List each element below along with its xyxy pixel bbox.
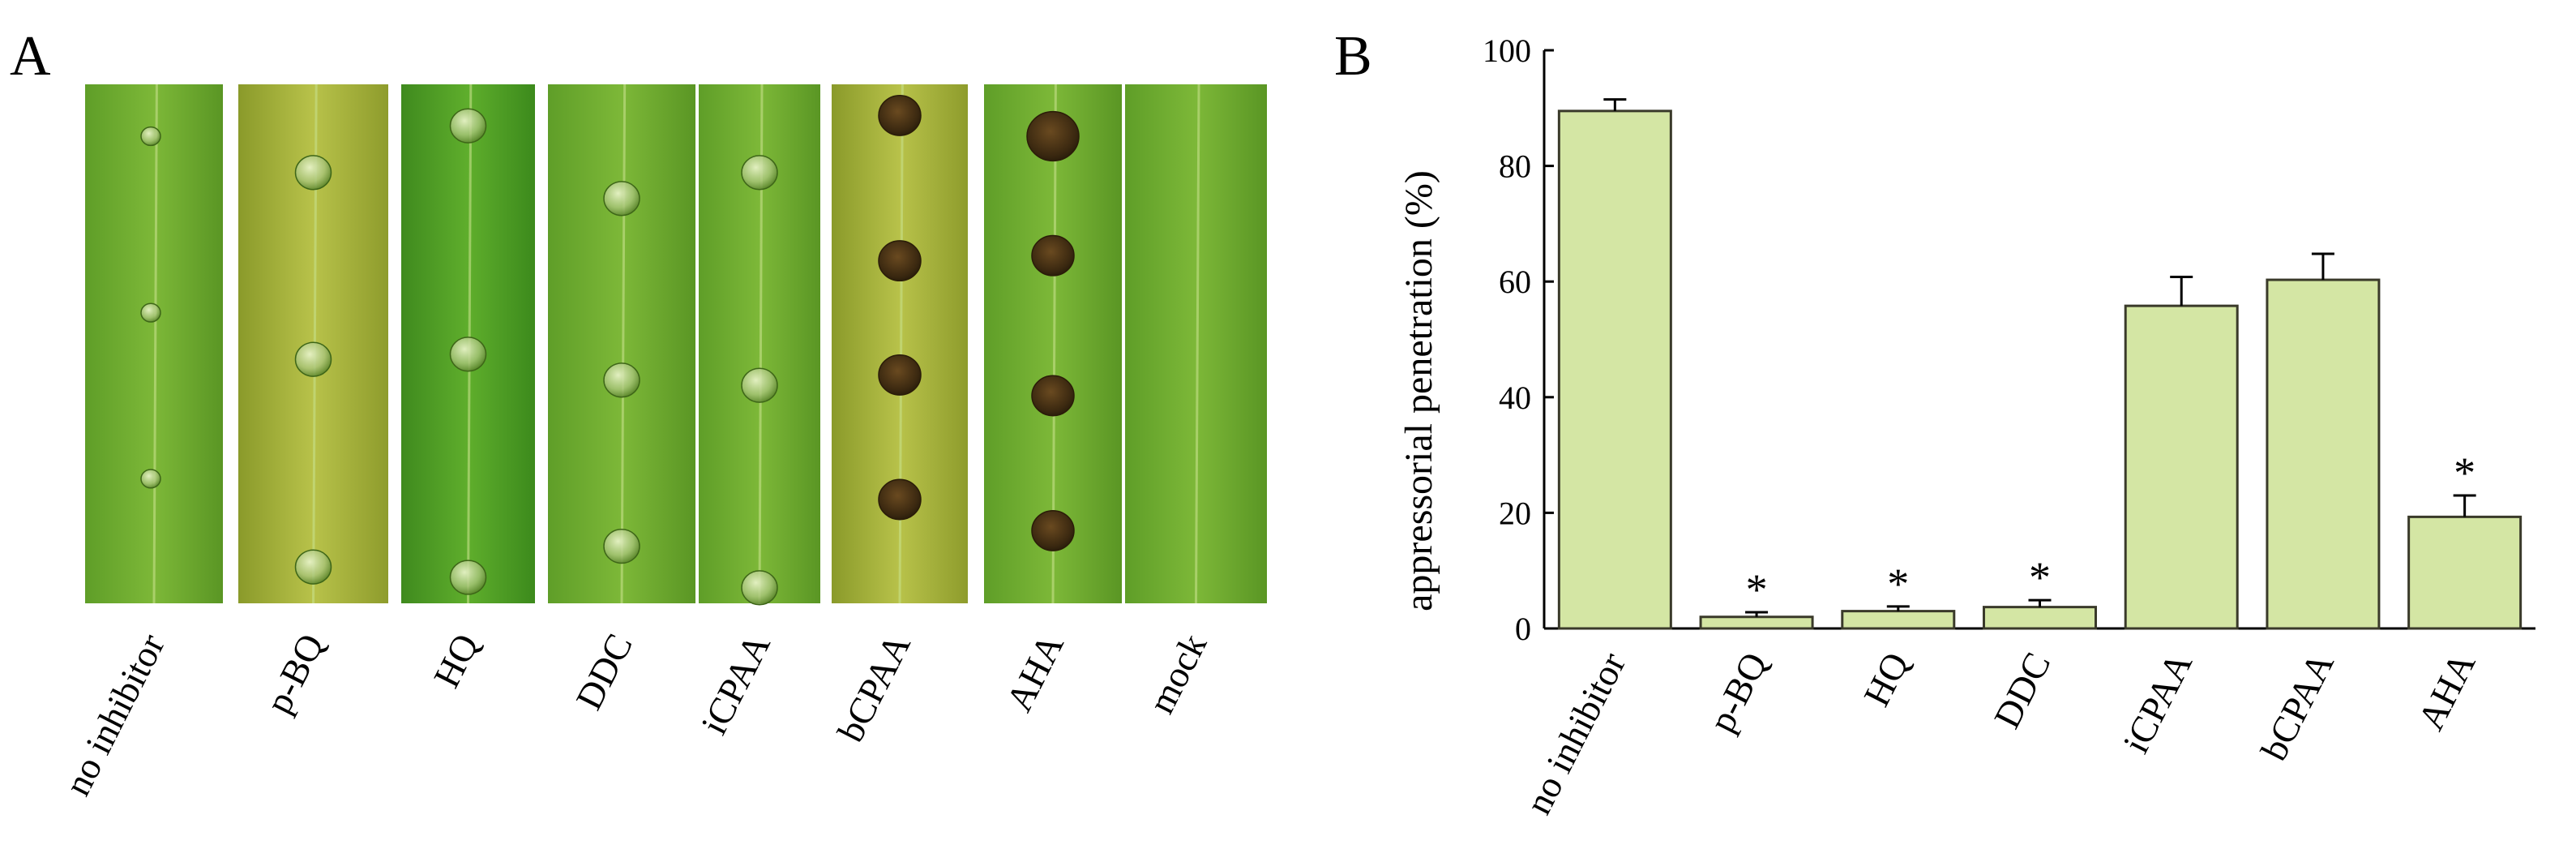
droplet bbox=[741, 570, 778, 606]
droplet bbox=[449, 560, 487, 595]
droplet bbox=[1031, 375, 1075, 417]
leaf-midrib bbox=[620, 84, 627, 604]
bar bbox=[1699, 615, 1814, 630]
leaf-strip bbox=[832, 84, 968, 604]
leaf-strip bbox=[401, 84, 535, 604]
droplet bbox=[878, 354, 922, 396]
leaf-label: mock bbox=[1140, 627, 1215, 719]
y-tick-label: 80 bbox=[1499, 148, 1531, 185]
droplet bbox=[140, 469, 161, 489]
x-tick-label: no inhibitor bbox=[1517, 645, 1633, 821]
x-tick-label: iCPAA bbox=[2115, 645, 2200, 759]
leaf-label: bCPAA bbox=[829, 627, 918, 748]
bar bbox=[1983, 606, 2097, 630]
droplet bbox=[741, 367, 778, 403]
bar bbox=[2124, 304, 2239, 630]
x-tick-label: AHA bbox=[2410, 645, 2484, 736]
significance-star: * bbox=[2454, 448, 2475, 497]
droplet bbox=[294, 155, 332, 191]
leaf-strips: no inhibitor p-BQ HQ DDC iCPAA bCPAA AHA mock bbox=[56, 84, 1267, 802]
droplet bbox=[294, 341, 332, 377]
droplet bbox=[603, 362, 640, 398]
leaf-label: AHA bbox=[998, 627, 1072, 718]
droplet bbox=[449, 337, 487, 372]
y-tick-label: 60 bbox=[1499, 264, 1531, 300]
leaf-strip bbox=[1125, 84, 1267, 604]
significance-star: * bbox=[1887, 560, 1909, 608]
droplet bbox=[449, 108, 487, 144]
leaf-label: DDC bbox=[567, 627, 640, 716]
droplet bbox=[294, 549, 332, 585]
droplet bbox=[140, 126, 161, 147]
droplet bbox=[603, 181, 640, 217]
y-tick-label: 20 bbox=[1499, 495, 1531, 531]
x-tick-label: HQ bbox=[1855, 645, 1917, 712]
droplet bbox=[878, 240, 922, 282]
panel-b-letter: B bbox=[1334, 25, 1372, 88]
leaf-label: p-BQ bbox=[258, 627, 332, 719]
leaf-strip bbox=[699, 84, 820, 606]
droplet bbox=[878, 94, 922, 136]
x-tick-label: bCPAA bbox=[2253, 645, 2342, 766]
bar bbox=[2266, 278, 2381, 630]
droplet bbox=[140, 302, 161, 323]
bar bbox=[1841, 610, 1956, 630]
y-axis-title: appressorial penetration (%) bbox=[1397, 170, 1440, 611]
leaf-strip bbox=[85, 84, 223, 604]
bar-chart: appressorial penetration (%) 0 20 40 60 80 10… bbox=[1397, 32, 2535, 821]
droplet bbox=[603, 528, 640, 564]
x-tick-label: p-BQ bbox=[1701, 645, 1775, 738]
leaf-midrib bbox=[152, 84, 158, 604]
leaf-label: no inhibitor bbox=[56, 627, 172, 802]
leaf-midrib bbox=[1195, 84, 1200, 604]
y-tick-label: 40 bbox=[1499, 380, 1531, 416]
droplet bbox=[1031, 509, 1075, 551]
significance-star: * bbox=[1746, 565, 1768, 614]
panel-a-letter: A bbox=[10, 25, 51, 88]
droplet bbox=[741, 155, 778, 191]
droplet bbox=[1031, 234, 1075, 277]
y-tick-label: 0 bbox=[1515, 611, 1531, 647]
bar bbox=[1557, 109, 1672, 630]
y-tick-label: 100 bbox=[1483, 32, 1531, 69]
leaf-strip bbox=[984, 84, 1122, 604]
leaf-strip bbox=[548, 84, 695, 604]
leaf-label: iCPAA bbox=[693, 627, 778, 740]
leaf-label: HQ bbox=[426, 627, 487, 693]
droplet bbox=[878, 478, 922, 521]
x-tick-label: DDC bbox=[1986, 645, 2059, 735]
bar bbox=[2407, 515, 2523, 630]
droplet bbox=[1026, 110, 1080, 162]
significance-star: * bbox=[2029, 553, 2051, 602]
leaf-strip bbox=[238, 84, 388, 604]
